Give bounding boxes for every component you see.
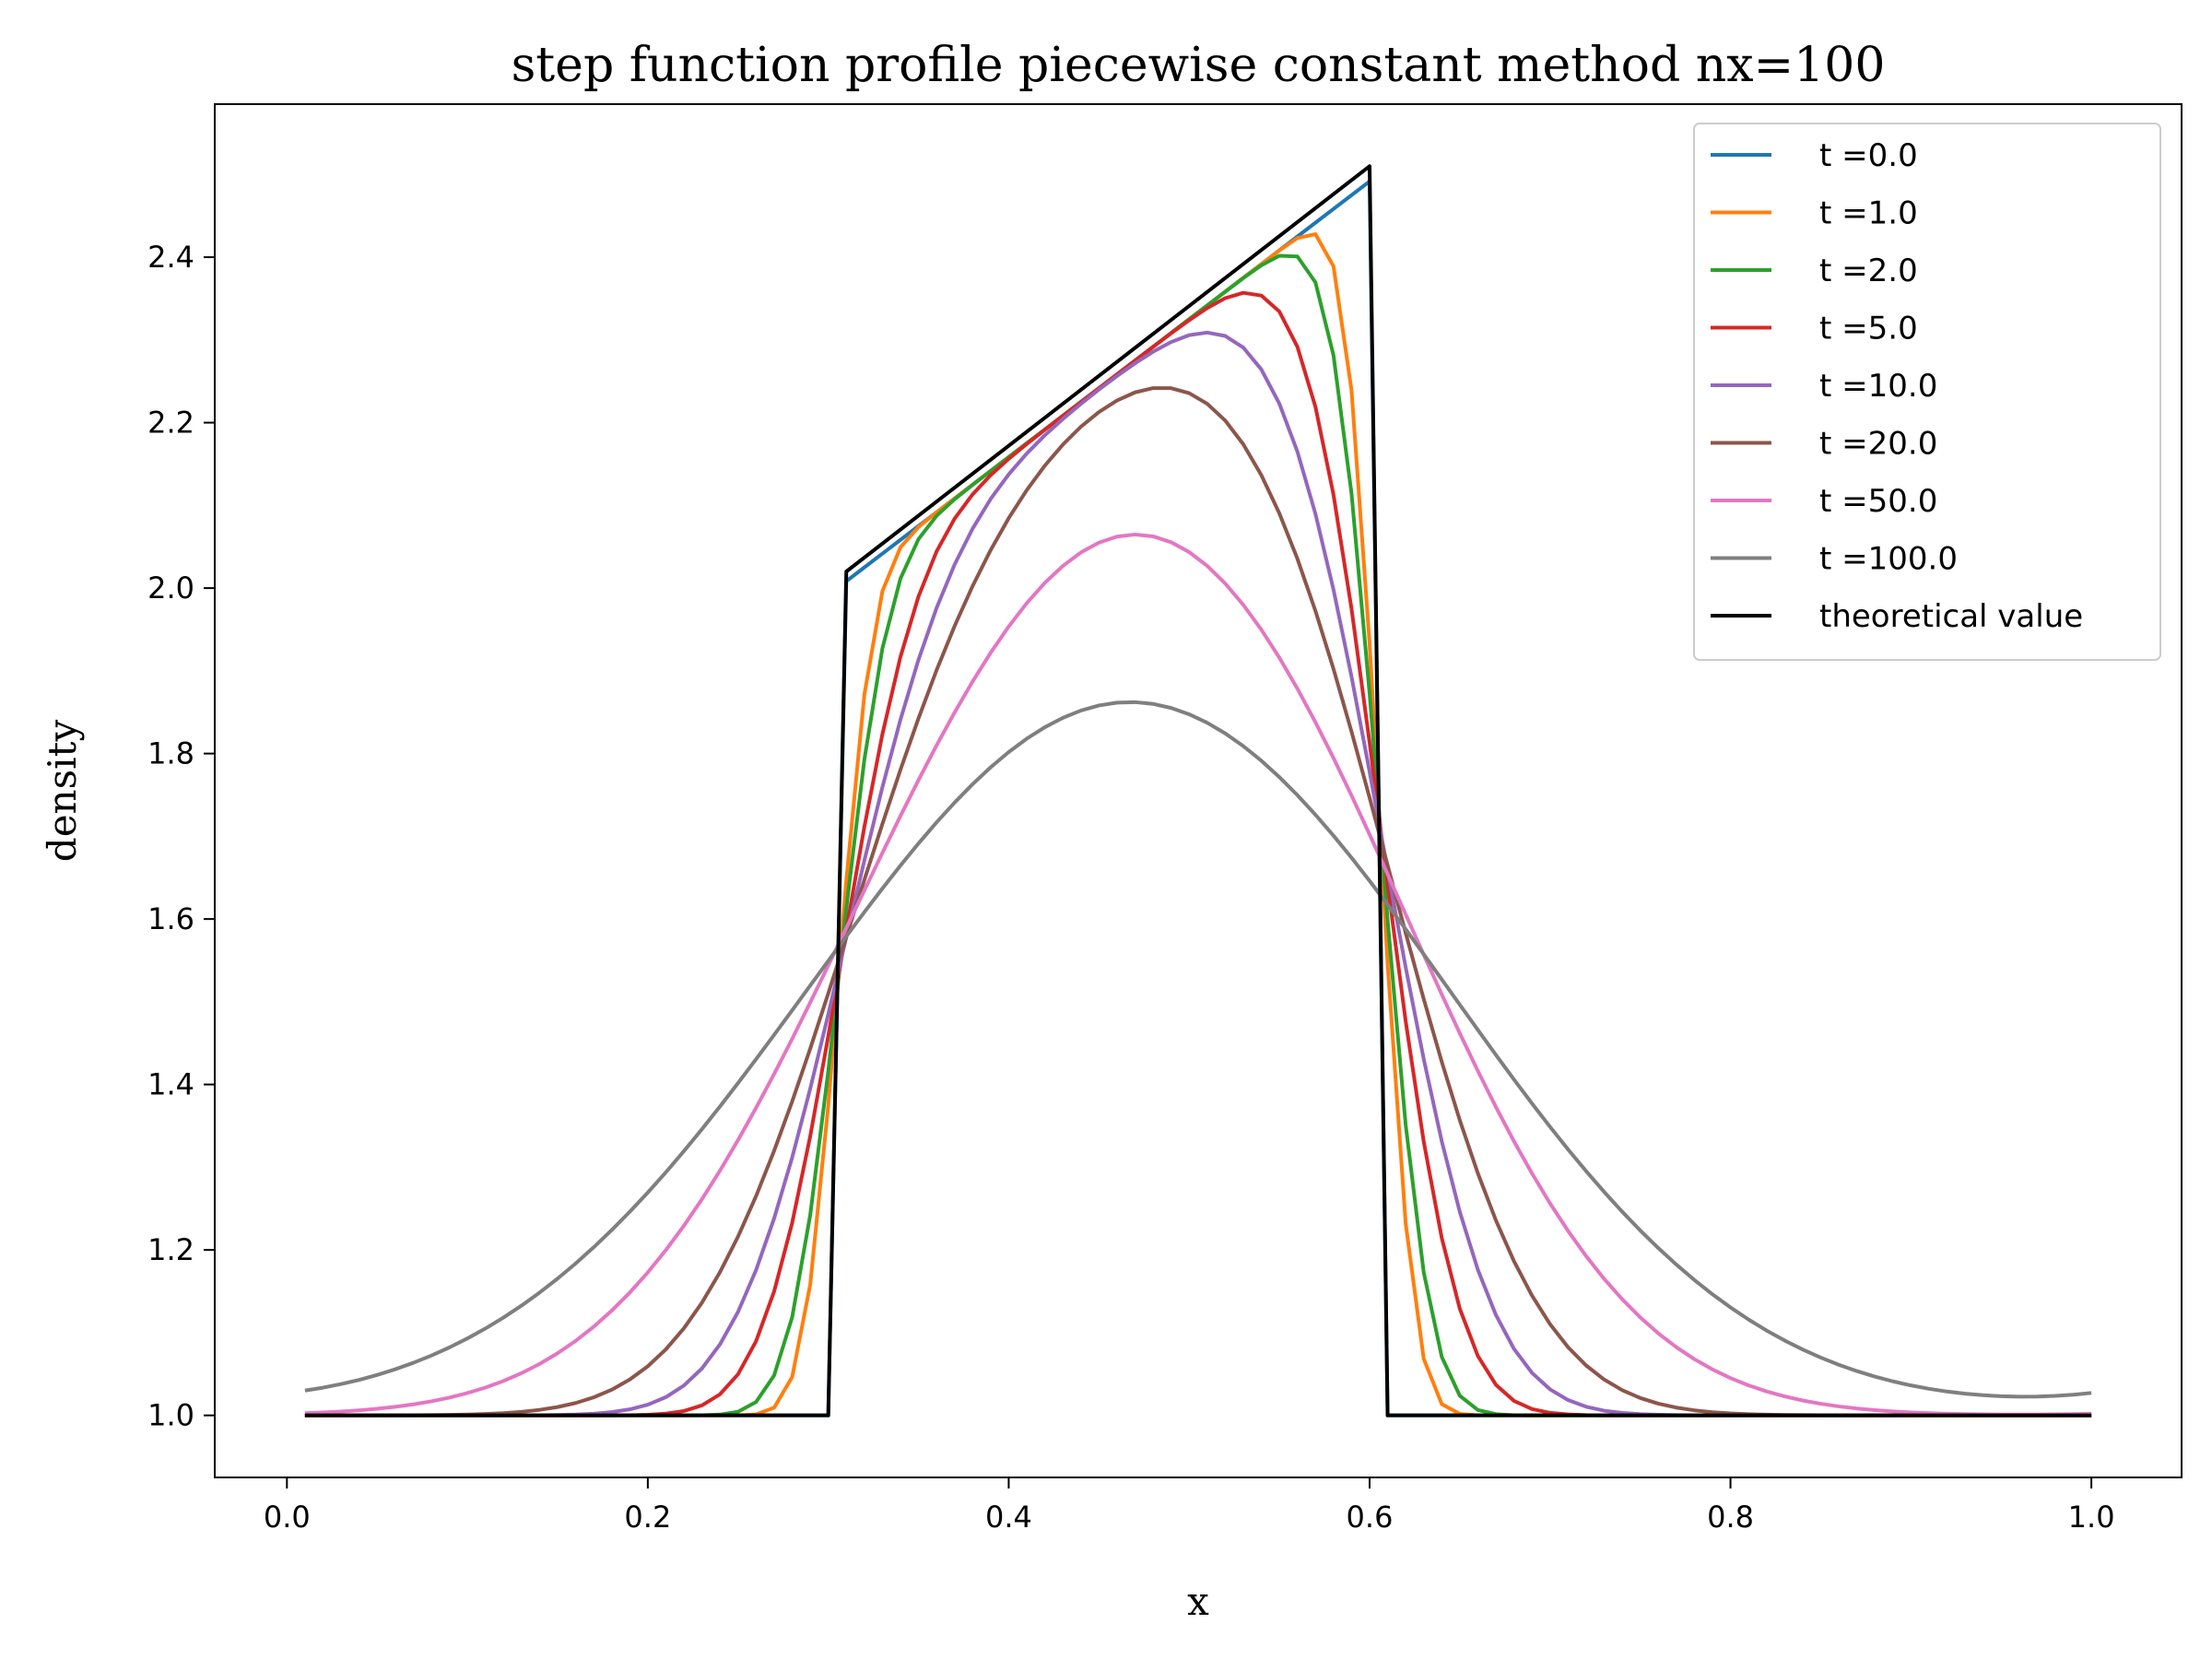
series-layer bbox=[304, 164, 2092, 1418]
legend-box bbox=[1693, 123, 2161, 661]
y-tick-label: 2.0 bbox=[147, 571, 194, 606]
legend-label: t =2.0 bbox=[1819, 253, 1918, 289]
y-tick-label: 2.2 bbox=[147, 406, 194, 441]
x-tick-label: 0.2 bbox=[624, 1500, 671, 1535]
x-tick-label: 0.0 bbox=[264, 1500, 311, 1535]
y-tick-label: 1.0 bbox=[147, 1398, 194, 1433]
y-axis-label: density bbox=[40, 720, 85, 863]
y-tick-label: 1.8 bbox=[147, 736, 194, 771]
x-tick-label: 0.6 bbox=[1347, 1500, 1394, 1535]
y-tick-label: 1.6 bbox=[147, 901, 194, 936]
legend-label: t =5.0 bbox=[1819, 311, 1918, 347]
series-line-8 bbox=[304, 164, 2092, 1418]
series-line-6 bbox=[304, 532, 2092, 1417]
plot-frame bbox=[214, 103, 2183, 1478]
legend-label: t =10.0 bbox=[1819, 368, 1937, 405]
x-axis-ticks: 0.0 0.2 0.4 0.6 0.8 1.0 bbox=[264, 1477, 2115, 1535]
x-axis-label: x bbox=[1187, 1579, 1209, 1624]
legend-label: t =50.0 bbox=[1819, 483, 1937, 520]
chart-title: step function profile piecewise constant… bbox=[512, 38, 1886, 93]
y-axis-ticks: 1.0 1.2 1.4 1.6 1.8 2.0 2.2 2.4 bbox=[147, 240, 215, 1433]
x-tick-label: 1.0 bbox=[2068, 1500, 2115, 1535]
legend: t =0.0 t =1.0 t =2.0 t =5.0 t =10.0 t =20.0 t … bbox=[1693, 123, 2161, 661]
x-tick-label: 0.4 bbox=[985, 1500, 1032, 1535]
legend-label: t =1.0 bbox=[1819, 195, 1918, 232]
legend-label: t =100.0 bbox=[1819, 541, 1958, 578]
legend-label: t =20.0 bbox=[1819, 426, 1937, 463]
y-tick-label: 1.4 bbox=[147, 1067, 194, 1102]
legend-label: t =0.0 bbox=[1819, 137, 1918, 174]
y-tick-label: 1.2 bbox=[147, 1232, 194, 1267]
y-tick-label: 2.4 bbox=[147, 240, 194, 275]
legend-label: theoretical value bbox=[1819, 598, 2083, 635]
x-tick-label: 0.8 bbox=[1707, 1500, 1754, 1535]
series-line-7 bbox=[304, 700, 2092, 1399]
